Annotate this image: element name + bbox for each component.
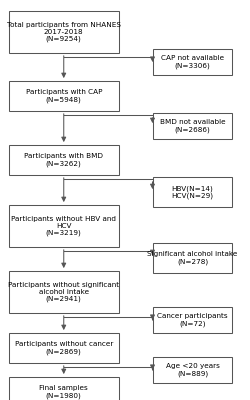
Text: Participants without HBV and
HCV
(N=3219): Participants without HBV and HCV (N=3219… xyxy=(11,216,116,236)
FancyBboxPatch shape xyxy=(9,145,119,175)
FancyBboxPatch shape xyxy=(9,11,119,53)
Text: Participants with CAP
(N=5948): Participants with CAP (N=5948) xyxy=(26,89,102,103)
FancyBboxPatch shape xyxy=(9,333,119,363)
FancyBboxPatch shape xyxy=(9,377,119,400)
FancyBboxPatch shape xyxy=(9,271,119,313)
FancyBboxPatch shape xyxy=(152,357,232,383)
FancyBboxPatch shape xyxy=(152,307,232,333)
FancyBboxPatch shape xyxy=(9,81,119,111)
Text: BMD not available
(N=2686): BMD not available (N=2686) xyxy=(160,119,225,133)
Text: Final samples
(N=1980): Final samples (N=1980) xyxy=(40,385,88,399)
FancyBboxPatch shape xyxy=(152,49,232,75)
FancyBboxPatch shape xyxy=(152,177,232,207)
Text: Participants without cancer
(N=2869): Participants without cancer (N=2869) xyxy=(14,341,113,355)
FancyBboxPatch shape xyxy=(152,243,232,273)
FancyBboxPatch shape xyxy=(152,113,232,139)
Text: Total participants from NHANES
2017-2018
(N=9254): Total participants from NHANES 2017-2018… xyxy=(7,22,121,42)
Text: Participants with BMD
(N=3262): Participants with BMD (N=3262) xyxy=(24,153,103,167)
Text: CAP not available
(N=3306): CAP not available (N=3306) xyxy=(161,55,224,69)
Text: HBV(N=14)
HCV(N=29): HBV(N=14) HCV(N=29) xyxy=(172,185,213,199)
Text: Age <20 years
(N=889): Age <20 years (N=889) xyxy=(166,363,220,377)
FancyBboxPatch shape xyxy=(9,205,119,247)
Text: Participants without significant
alcohol intake
(N=2941): Participants without significant alcohol… xyxy=(8,282,119,302)
Text: Significant alcohol intake
(N=278): Significant alcohol intake (N=278) xyxy=(147,251,238,265)
Text: Cancer participants
(N=72): Cancer participants (N=72) xyxy=(157,313,228,327)
